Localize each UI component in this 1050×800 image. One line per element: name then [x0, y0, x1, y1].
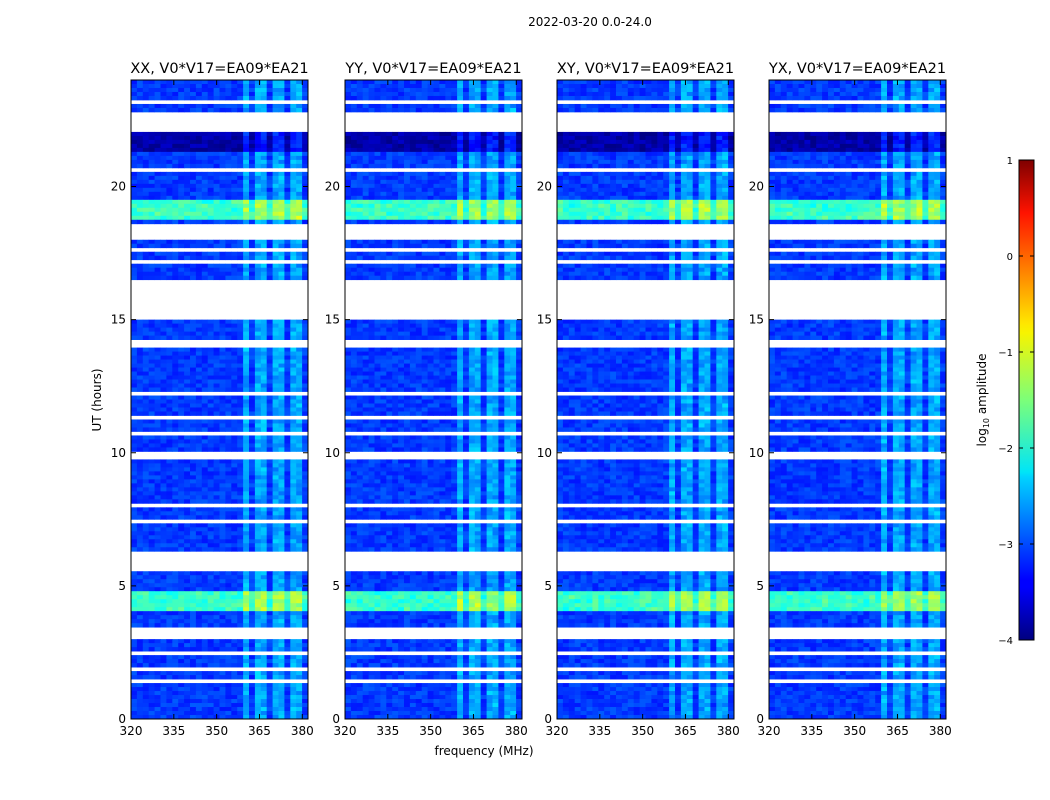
colorbar-tick-label: 1 [1007, 156, 1013, 167]
colorbar-ticks: −4 −3 −2 −1 0 1 [998, 156, 1034, 647]
y-tick-label: 15 [749, 313, 764, 327]
x-tick-label: 335 [376, 724, 399, 738]
x-tick-label: 320 [120, 724, 143, 738]
colorbar-label-sub: 10 [982, 418, 991, 428]
waterfall-image [345, 80, 522, 719]
y-tick-label: 10 [537, 446, 552, 460]
y-tick-label: 5 [118, 579, 126, 593]
x-tick-label: 320 [546, 724, 569, 738]
colorbar-label: log10 amplitude [975, 354, 991, 447]
panel-frame [556, 79, 735, 720]
x-tick-label: 365 [886, 724, 909, 738]
y-tick-label: 0 [118, 712, 126, 726]
y-tick-label: 0 [332, 712, 340, 726]
waterfall-image [131, 80, 308, 719]
panel-title: YX, V0*V17=EA09*EA21 [768, 61, 946, 77]
colorbar-tick-label: −3 [998, 540, 1013, 551]
x-tick-label: 335 [588, 724, 611, 738]
y-tick-label: 15 [537, 313, 552, 327]
panel-title: YY, V0*V17=EA09*EA21 [344, 61, 521, 77]
x-tick-label: 320 [758, 724, 781, 738]
panel-title: XY, V0*V17=EA09*EA21 [557, 61, 734, 77]
panel-frame [344, 79, 523, 720]
y-axis-label: UT (hours) [90, 368, 104, 431]
x-tick-label: 320 [334, 724, 357, 738]
chart-suptitle: 2022-03-20 0.0-24.0 [528, 15, 652, 29]
y-tick-label: 10 [111, 446, 126, 460]
panels: XX, V0*V17=EA09*EA21 320 335 350 365 380 0 5 10 1… [111, 61, 952, 738]
colorbar-label-log: log [975, 428, 989, 446]
panel: XX, V0*V17=EA09*EA21 320 335 350 365 380 0 5 10 1… [111, 61, 314, 738]
colorbar-tick-label: −2 [998, 444, 1013, 455]
y-tick-label: 5 [544, 579, 552, 593]
panel: XY, V0*V17=EA09*EA21 320 335 350 365 380 0 5 10 1… [537, 61, 740, 738]
panel: YX, V0*V17=EA09*EA21 320 335 350 365 380 0 5 10 1… [749, 61, 952, 738]
panel-title: XX, V0*V17=EA09*EA21 [130, 61, 308, 77]
y-tick-label: 20 [537, 180, 552, 194]
y-tick-label: 20 [749, 180, 764, 194]
waterfall-image [557, 80, 734, 719]
colorbar-tick-label: −4 [998, 636, 1013, 647]
y-tick-label: 20 [325, 180, 340, 194]
waterfall-image [769, 80, 946, 719]
y-tick-label: 5 [332, 579, 340, 593]
y-tick-label: 15 [325, 313, 340, 327]
x-tick-label: 380 [929, 724, 952, 738]
x-axis-label: frequency (MHz) [434, 744, 533, 758]
y-tick-label: 5 [756, 579, 764, 593]
x-tick-label: 335 [800, 724, 823, 738]
panel-frame [768, 79, 947, 720]
y-tick-label: 0 [756, 712, 764, 726]
x-tick-label: 350 [631, 724, 654, 738]
x-tick-label: 380 [291, 724, 314, 738]
y-tick-label: 15 [111, 313, 126, 327]
x-tick-label: 365 [462, 724, 485, 738]
colorbar-tick-label: −1 [998, 348, 1013, 359]
x-tick-label: 365 [248, 724, 271, 738]
x-tick-label: 350 [843, 724, 866, 738]
x-tick-label: 380 [505, 724, 528, 738]
x-tick-label: 350 [419, 724, 442, 738]
y-tick-label: 10 [749, 446, 764, 460]
panel: YY, V0*V17=EA09*EA21 320 335 350 365 380 0 5 10 1… [325, 61, 528, 738]
y-tick-label: 20 [111, 180, 126, 194]
colorbar: −4 −3 −2 −1 0 1 log10 amplitude [975, 156, 1035, 647]
y-tick-label: 0 [544, 712, 552, 726]
panel-frame [130, 79, 309, 720]
x-tick-label: 365 [674, 724, 697, 738]
x-tick-label: 350 [205, 724, 228, 738]
colorbar-gradient [1018, 159, 1035, 641]
x-tick-label: 335 [162, 724, 185, 738]
colorbar-label-rest: amplitude [975, 354, 989, 418]
y-tick-label: 10 [325, 446, 340, 460]
x-tick-label: 380 [717, 724, 740, 738]
colorbar-tick-label: 0 [1007, 252, 1013, 263]
